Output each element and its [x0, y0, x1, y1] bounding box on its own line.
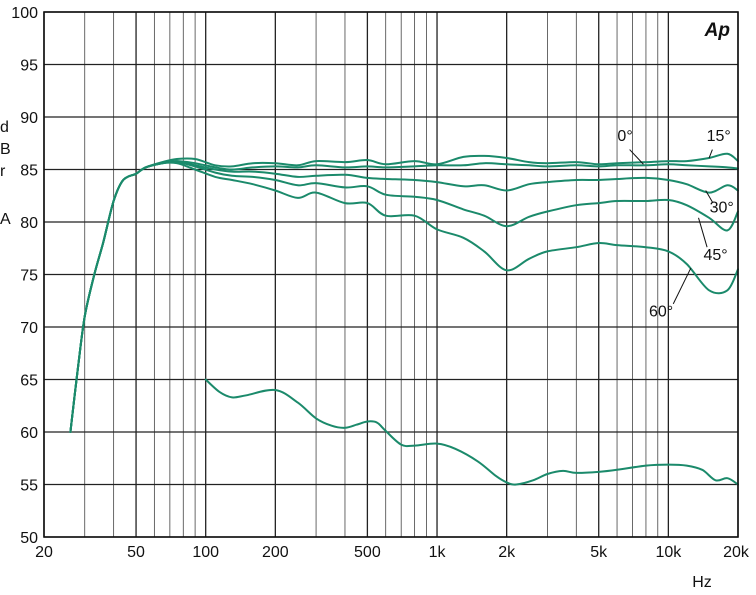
y-tick-label: 70	[20, 320, 38, 337]
series-curves	[69, 152, 739, 486]
y-tick-label: 50	[20, 530, 38, 547]
y-tick-label: 55	[20, 478, 38, 495]
y-tick-label: 65	[20, 373, 38, 390]
series-label: 60°	[649, 304, 673, 321]
y-axis-label-fragment: d	[0, 119, 9, 136]
label-leader-line	[672, 267, 692, 305]
y-tick-label: 60	[20, 425, 38, 442]
x-tick-label: 5k	[590, 544, 608, 561]
y-axis-label: dBr A	[0, 119, 11, 228]
x-axis-label: Hz	[692, 574, 712, 591]
y-axis-label-fragment: B	[0, 141, 11, 158]
x-tick-labels: 20 50 100 200 500 1k 2k 5k 10k 20k	[35, 544, 750, 561]
series-labels: 0° 15° 30° 45° 60°	[617, 128, 733, 320]
ap-logo: Ap	[704, 20, 730, 41]
x-tick-label: 20	[35, 544, 53, 561]
x-tick-label: 2k	[498, 544, 516, 561]
series-label: 15°	[707, 128, 731, 145]
y-tick-label: 90	[20, 110, 38, 127]
x-tick-label: 500	[354, 544, 381, 561]
y-tick-label: 85	[20, 163, 38, 180]
series-line-60deg	[69, 161, 739, 433]
x-tick-label: 50	[127, 544, 145, 561]
y-tick-label: 75	[20, 268, 38, 285]
y-tick-label: 100	[11, 5, 38, 22]
grid-lines	[43, 11, 739, 538]
series-line-45deg	[69, 160, 739, 433]
x-tick-label: 100	[192, 544, 219, 561]
x-tick-label: 200	[262, 544, 289, 561]
label-leader-line	[698, 217, 708, 248]
y-axis-label-fragment: A	[0, 211, 11, 228]
y-tick-labels: 50 55 60 65 70 75 80 85 90 95 100	[11, 5, 38, 547]
x-tick-label: 10k	[655, 544, 682, 561]
label-leader-line	[705, 190, 713, 203]
series-label: 45°	[703, 247, 727, 264]
series-label: 30°	[710, 200, 734, 217]
label-leader-line	[708, 149, 713, 159]
y-tick-label: 80	[20, 215, 38, 232]
y-tick-label: 95	[20, 58, 38, 75]
label-leader-line	[629, 149, 644, 165]
x-tick-label: 20k	[723, 544, 750, 561]
x-tick-label: 1k	[429, 544, 447, 561]
series-label: 0°	[617, 128, 632, 145]
series-line-lower	[204, 378, 739, 486]
y-axis-label-fragment: r	[0, 163, 6, 180]
plot-frame	[43, 11, 739, 538]
